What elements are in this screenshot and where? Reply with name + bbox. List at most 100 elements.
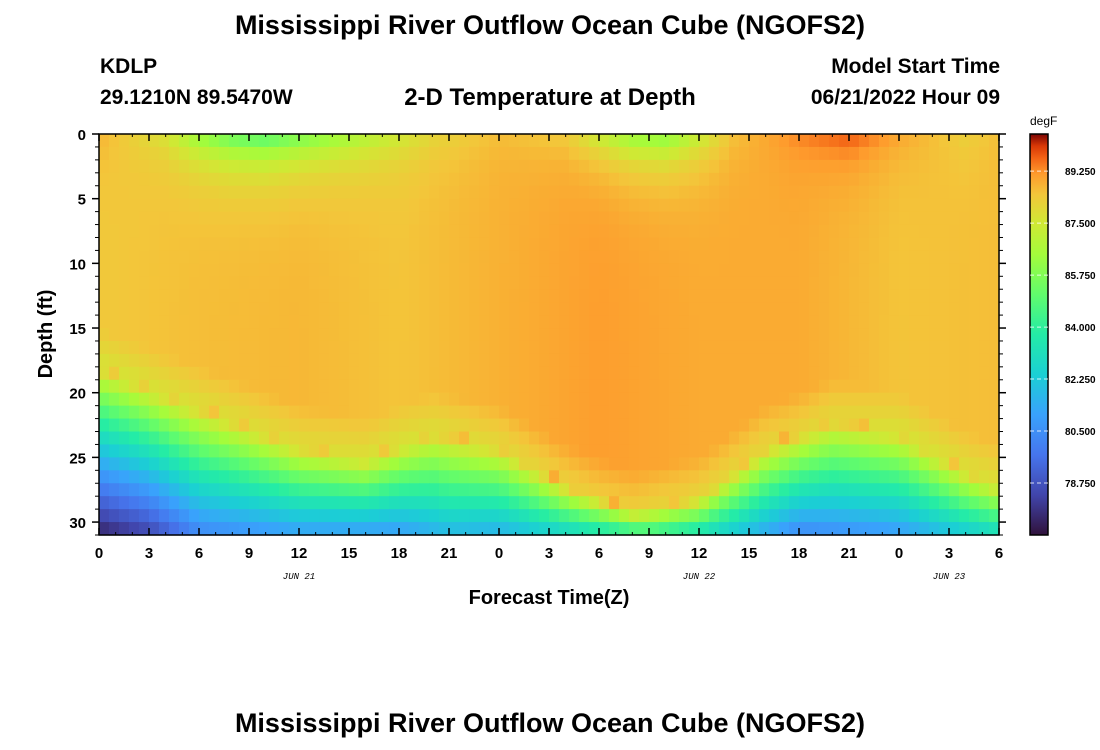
heatmap-cell — [709, 185, 720, 200]
heatmap-cell — [909, 237, 920, 252]
heatmap-cell — [419, 418, 430, 433]
heatmap-cell — [529, 289, 540, 303]
heatmap-cell — [419, 289, 430, 303]
heatmap-cell — [769, 522, 780, 536]
heatmap-cell — [639, 340, 650, 355]
heatmap-cell — [619, 431, 630, 446]
heatmap-cell — [289, 496, 300, 510]
heatmap-cell — [919, 444, 930, 458]
heatmap-cell — [189, 444, 200, 458]
heatmap-cell — [779, 379, 790, 394]
heatmap-cell — [449, 185, 460, 200]
heatmap-cell — [719, 392, 730, 407]
heatmap-cell — [169, 211, 180, 226]
heatmap-cell — [969, 522, 980, 536]
heatmap-cell — [989, 302, 1000, 316]
heatmap-cell — [359, 328, 370, 342]
heatmap-cell — [899, 302, 910, 316]
heatmap-cell — [149, 522, 160, 536]
heatmap-cell — [739, 198, 750, 213]
heatmap-cell — [289, 418, 300, 433]
heatmap-cell — [189, 250, 200, 264]
heatmap-cell — [529, 237, 540, 252]
heatmap-cell — [159, 457, 170, 471]
heatmap-cell — [319, 146, 330, 161]
heatmap-cell — [339, 522, 350, 536]
heatmap-cell — [949, 134, 960, 148]
heatmap-cell — [479, 224, 490, 239]
heatmap-cell — [159, 289, 170, 303]
heatmap-cell — [959, 134, 970, 148]
heatmap-cell — [159, 431, 170, 446]
heatmap-cell — [809, 496, 820, 510]
heatmap-cell — [639, 392, 650, 407]
heatmap-cell — [979, 405, 990, 420]
heatmap-cell — [459, 405, 470, 420]
heatmap-cell — [839, 198, 850, 213]
heatmap-cell — [529, 444, 540, 458]
heatmap-cell — [149, 302, 160, 316]
heatmap-cell — [129, 457, 140, 471]
heatmap-cell — [139, 431, 150, 446]
heatmap-cell — [869, 211, 880, 226]
heatmap-cell — [619, 392, 630, 407]
heatmap-cell — [379, 405, 390, 420]
heatmap-cell — [279, 522, 290, 536]
heatmap-cell — [189, 509, 200, 523]
heatmap-cell — [459, 198, 470, 213]
heatmap-cell — [529, 340, 540, 355]
heatmap-cell — [699, 353, 710, 368]
heatmap-cell — [189, 315, 200, 329]
heatmap-cell — [849, 483, 860, 497]
heatmap-cell — [749, 185, 760, 200]
heatmap-cell — [269, 431, 280, 446]
heatmap-cell — [339, 211, 350, 226]
heatmap-cell — [249, 302, 260, 316]
heatmap-cell — [649, 405, 660, 420]
heatmap-cell — [589, 418, 600, 433]
heatmap-cell — [229, 392, 240, 407]
heatmap-cell — [709, 470, 720, 484]
heatmap-cell — [659, 457, 670, 471]
heatmap-cell — [599, 224, 610, 239]
heatmap-cell — [529, 366, 540, 381]
heatmap-cell — [839, 289, 850, 303]
heatmap-cell — [579, 392, 590, 407]
heatmap-cell — [489, 392, 500, 407]
heatmap-cell — [959, 211, 970, 226]
heatmap-cell — [849, 496, 860, 510]
heatmap-cell — [289, 366, 300, 381]
heatmap-cell — [359, 172, 370, 187]
heatmap-cell — [679, 211, 690, 226]
heatmap-cell — [809, 444, 820, 458]
heatmap-cell — [99, 405, 110, 420]
heatmap-cell — [339, 392, 350, 407]
heatmap-cell — [879, 444, 890, 458]
heatmap-cell — [459, 496, 470, 510]
heatmap-cell — [909, 302, 920, 316]
heatmap-cell — [139, 237, 150, 252]
heatmap-cell — [189, 198, 200, 213]
heatmap-cell — [369, 366, 380, 381]
heatmap-cell — [679, 522, 690, 536]
heatmap-cell — [669, 431, 680, 446]
heatmap-cell — [699, 146, 710, 161]
heatmap-cell — [679, 134, 690, 148]
heatmap-cell — [639, 483, 650, 497]
heatmap-cell — [189, 146, 200, 161]
heatmap-cell — [669, 483, 680, 497]
heatmap-cell — [509, 496, 520, 510]
heatmap-cell — [639, 509, 650, 523]
heatmap-cell — [429, 289, 440, 303]
x-tick-label: 12 — [691, 545, 708, 562]
heatmap-cell — [499, 172, 510, 187]
heatmap-cell — [119, 457, 130, 471]
heatmap-cell — [399, 289, 410, 303]
heatmap-cell — [779, 302, 790, 316]
heatmap-cell — [989, 340, 1000, 355]
heatmap-cell — [759, 159, 770, 174]
heatmap-cell — [779, 328, 790, 342]
heatmap-cell — [799, 405, 810, 420]
heatmap-cell — [889, 470, 900, 484]
heatmap-cell — [929, 172, 940, 187]
